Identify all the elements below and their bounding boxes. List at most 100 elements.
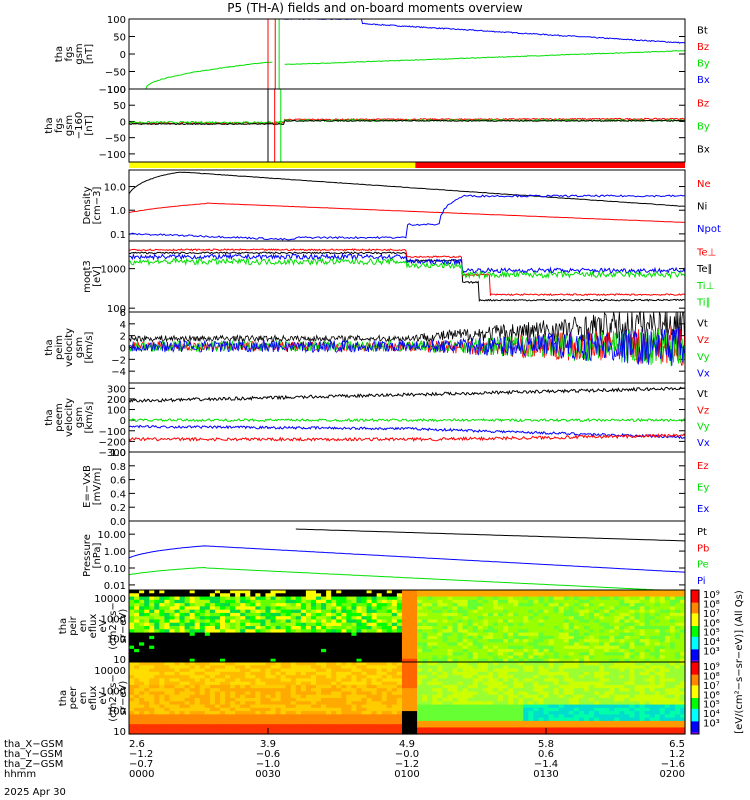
spectro-cell [528, 629, 534, 634]
spectro-cell [316, 639, 322, 643]
spectro-cell [139, 684, 145, 689]
spectro-cell [179, 619, 186, 624]
spectro-cell [285, 639, 292, 643]
spectro-cell [497, 603, 504, 607]
spectro-cell [204, 727, 211, 732]
spectro-cell [482, 662, 489, 666]
spectro-cell [417, 632, 423, 637]
spectro-cell [275, 622, 282, 627]
spectro-cell [275, 593, 282, 598]
spectro-cell [194, 701, 201, 706]
spectro-cell [396, 612, 403, 617]
spectro-cell [230, 652, 236, 657]
spectro-cell [219, 681, 226, 686]
spectro-cell [326, 720, 332, 725]
spectro-cell [401, 665, 408, 670]
spectro-cell [134, 678, 140, 683]
spectro-cell [548, 668, 555, 673]
spectro-cell [376, 711, 383, 715]
spectro-cell [432, 590, 438, 594]
spectro-cell [432, 619, 438, 624]
spectro-cell [225, 714, 231, 719]
spectro-cell [356, 599, 363, 604]
spectro-cell [604, 655, 610, 660]
spectro-cell [457, 688, 464, 693]
spectro-cell [452, 711, 459, 715]
spectro-cell [432, 599, 438, 604]
spectro-cell [321, 671, 327, 676]
spectro-cell [366, 629, 373, 634]
y-tick-label: 0 [120, 344, 126, 355]
spectro-cell [624, 612, 630, 617]
spectro-cell [609, 658, 615, 663]
spectro-cell [644, 668, 651, 673]
spectro-cell [275, 671, 282, 676]
spectro-cell [225, 619, 231, 624]
spectro-cell [255, 619, 262, 624]
spectro-cell [447, 629, 454, 634]
spectro-cell [341, 717, 347, 722]
spectro-cell [245, 665, 251, 670]
spectro-cell [129, 616, 135, 621]
spectro-cell [492, 665, 499, 670]
spectro-cell [184, 684, 191, 689]
spectro-cell [129, 711, 135, 715]
spectro-cell [326, 730, 332, 735]
spectro-cell [235, 635, 241, 640]
spectro-cell [316, 635, 322, 640]
spectro-cell [376, 671, 383, 676]
spectro-cell [214, 639, 221, 643]
spectro-cell [280, 730, 287, 735]
spectro-cell [578, 668, 585, 673]
spectro-cell [588, 612, 595, 617]
spectro-cell [396, 622, 403, 627]
spectro-cell [139, 707, 145, 712]
spectro-cell [644, 724, 651, 729]
spectro-cell [578, 622, 585, 627]
spectro-cell [189, 662, 196, 666]
spectro-cell [134, 619, 140, 624]
spectro-cell [462, 665, 469, 670]
spectro-cell [497, 635, 504, 640]
spectro-cell [487, 714, 494, 719]
spectro-cell [639, 606, 646, 611]
spectro-cell [492, 622, 499, 627]
spectro-cell [472, 652, 479, 657]
spectro-cell [134, 675, 140, 679]
spectro-cell [209, 694, 216, 699]
spectro-cell [331, 727, 337, 732]
spectro-cell [437, 691, 443, 696]
spectro-cell [331, 675, 337, 679]
spectro-cell [548, 606, 555, 611]
y-tick-label: −50 [105, 134, 126, 145]
spectro-cell [386, 658, 393, 663]
spectro-cell [492, 632, 499, 637]
spectro-cell [457, 619, 464, 624]
spectro-cell [270, 632, 277, 637]
spectro-cell [396, 678, 403, 683]
spectro-cell [321, 727, 327, 732]
spectro-cell [492, 612, 499, 617]
spectro-cell [604, 612, 610, 617]
spectro-cell [609, 688, 615, 693]
spectro-cell [270, 698, 277, 702]
spectro-cell [568, 616, 575, 621]
spectro-cell [467, 671, 474, 676]
spectro-cell [290, 681, 297, 686]
spectro-cell [245, 694, 251, 699]
spectro-cell [482, 707, 489, 712]
spectro-cell [179, 671, 186, 676]
spectro-cell [381, 694, 388, 699]
spectro-cell [326, 684, 332, 689]
spectro-cell [412, 698, 418, 702]
spectro-cell [290, 714, 297, 719]
spectro-cell [240, 642, 246, 647]
spectro-cell [594, 622, 600, 627]
spectro-cell [664, 655, 671, 660]
spectro-cell [230, 688, 236, 693]
spectro-cell [538, 629, 545, 634]
series-vz5 [129, 433, 685, 442]
spectro-cell [230, 609, 236, 614]
spectro-cell [594, 596, 600, 601]
spectro-cell [634, 635, 641, 640]
